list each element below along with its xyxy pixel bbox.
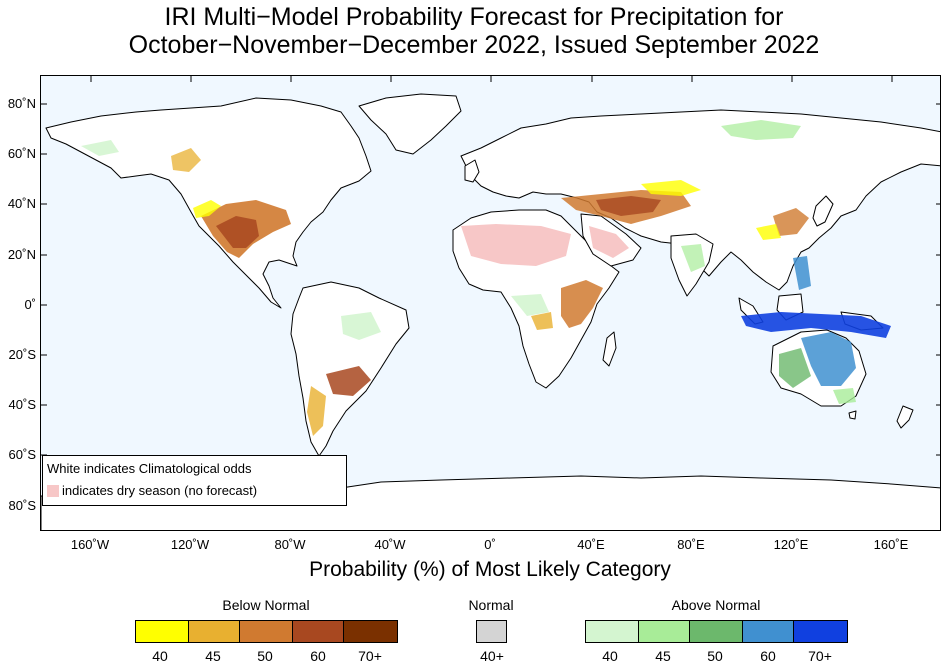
above-normal-brazil-40	[341, 312, 381, 340]
below-normal-swatch-60	[292, 621, 345, 642]
below-normal-swatch-70	[344, 621, 397, 642]
above-normal-indonesia-70	[741, 312, 891, 338]
above-label-45: 45	[655, 648, 671, 664]
japan	[812, 195, 834, 227]
world-map	[40, 75, 941, 531]
y-tick-40s: 40˚S	[8, 397, 36, 412]
x-tick-80w: 80˚W	[274, 537, 306, 552]
below-normal-swatch-45	[188, 621, 241, 642]
x-tick-120w: 120˚W	[170, 537, 210, 552]
below-normal-canada-40	[171, 148, 201, 172]
above-normal-colorbar	[585, 620, 848, 643]
below-normal-title: Below Normal	[222, 597, 310, 613]
normal-label-40: 40+	[480, 648, 504, 664]
below-normal-swatch-50	[240, 621, 293, 642]
x-tick-80e: 80˚E	[677, 537, 705, 552]
above-normal-swatch-40	[586, 621, 639, 642]
colorbar-caption: Probability (%) of Most Likely Category	[309, 558, 671, 581]
below-normal-east-africa-45	[531, 312, 553, 330]
world-map-canvas	[41, 76, 940, 530]
y-tick-40n: 40˚N	[7, 196, 36, 211]
above-normal-india-45	[681, 244, 705, 272]
above-label-50: 50	[707, 648, 723, 664]
map-title-line-1: IRI Multi−Model Probability Forecast for…	[164, 3, 784, 31]
dry-season-swatch	[47, 485, 59, 497]
dry-season-text: indicates dry season (no forecast)	[62, 483, 258, 498]
british-isles	[464, 159, 480, 183]
above-label-40: 40	[602, 648, 618, 664]
above-label-70: 70+	[808, 648, 832, 664]
x-tick-120e: 120˚E	[773, 537, 809, 552]
y-tick-20n: 20˚N	[7, 247, 36, 262]
y-tick-60n: 60˚N	[7, 146, 36, 161]
x-tick-160w: 160˚W	[70, 537, 110, 552]
below-label-60: 60	[310, 648, 326, 664]
y-tick-80n: 80˚N	[7, 96, 36, 111]
map-title-line-2: October−November−December 2022, Issued S…	[128, 31, 820, 59]
below-normal-china-50	[773, 208, 809, 236]
below-normal-colorbar	[135, 620, 398, 643]
y-tick-60s: 60˚S	[8, 447, 36, 462]
x-tick-160e: 160˚E	[873, 537, 909, 552]
below-normal-east-africa-50	[561, 280, 603, 328]
above-normal-congo-40	[511, 294, 549, 316]
x-tick-40e: 40˚E	[577, 537, 605, 552]
below-label-50: 50	[257, 648, 273, 664]
greenland	[358, 93, 462, 155]
below-normal-asia-60	[596, 196, 661, 216]
below-label-40: 40	[152, 648, 168, 664]
below-normal-us-40	[193, 200, 221, 218]
above-normal-philippines-60	[793, 256, 811, 290]
below-normal-argentina-45	[307, 386, 326, 436]
below-normal-asia-40	[641, 180, 701, 196]
map-legend-box: White indicates Climatological odds indi…	[42, 455, 347, 506]
above-label-60: 60	[760, 648, 776, 664]
above-normal-australia-50	[779, 348, 811, 388]
above-normal-swatch-45	[638, 621, 691, 642]
dry-season-arabia	[589, 226, 629, 258]
below-label-45: 45	[205, 648, 221, 664]
dry-season-note: indicates dry season (no forecast)	[47, 483, 257, 498]
normal-colorbar	[476, 620, 507, 643]
below-normal-china-40	[756, 224, 781, 240]
above-normal-swatch-60	[742, 621, 795, 642]
dry-season-sahara	[461, 224, 571, 266]
x-tick-40w: 40˚W	[374, 537, 406, 552]
above-normal-australia-45	[833, 388, 856, 404]
above-normal-title: Above Normal	[671, 597, 761, 613]
below-normal-argentina-60	[326, 366, 371, 396]
tasmania	[848, 410, 857, 420]
normal-swatch-40	[477, 621, 506, 642]
y-tick-80s: 80˚S	[8, 498, 36, 513]
above-normal-siberia-45	[721, 120, 801, 140]
normal-title: Normal	[468, 597, 514, 613]
madagascar	[602, 331, 617, 367]
below-label-70: 70+	[358, 648, 382, 664]
above-normal-alaska-40	[81, 140, 119, 156]
below-normal-swatch-40	[136, 621, 189, 642]
below-normal-us-60	[216, 216, 259, 248]
climatological-odds-note: White indicates Climatological odds	[47, 461, 252, 476]
above-normal-australia-60	[801, 332, 856, 386]
new-zealand	[896, 405, 914, 429]
y-tick-20s: 20˚S	[8, 347, 36, 362]
above-normal-swatch-70	[794, 621, 847, 642]
y-tick-0: 0˚	[24, 297, 36, 312]
x-tick-0: 0˚	[484, 537, 496, 552]
above-normal-swatch-50	[690, 621, 743, 642]
